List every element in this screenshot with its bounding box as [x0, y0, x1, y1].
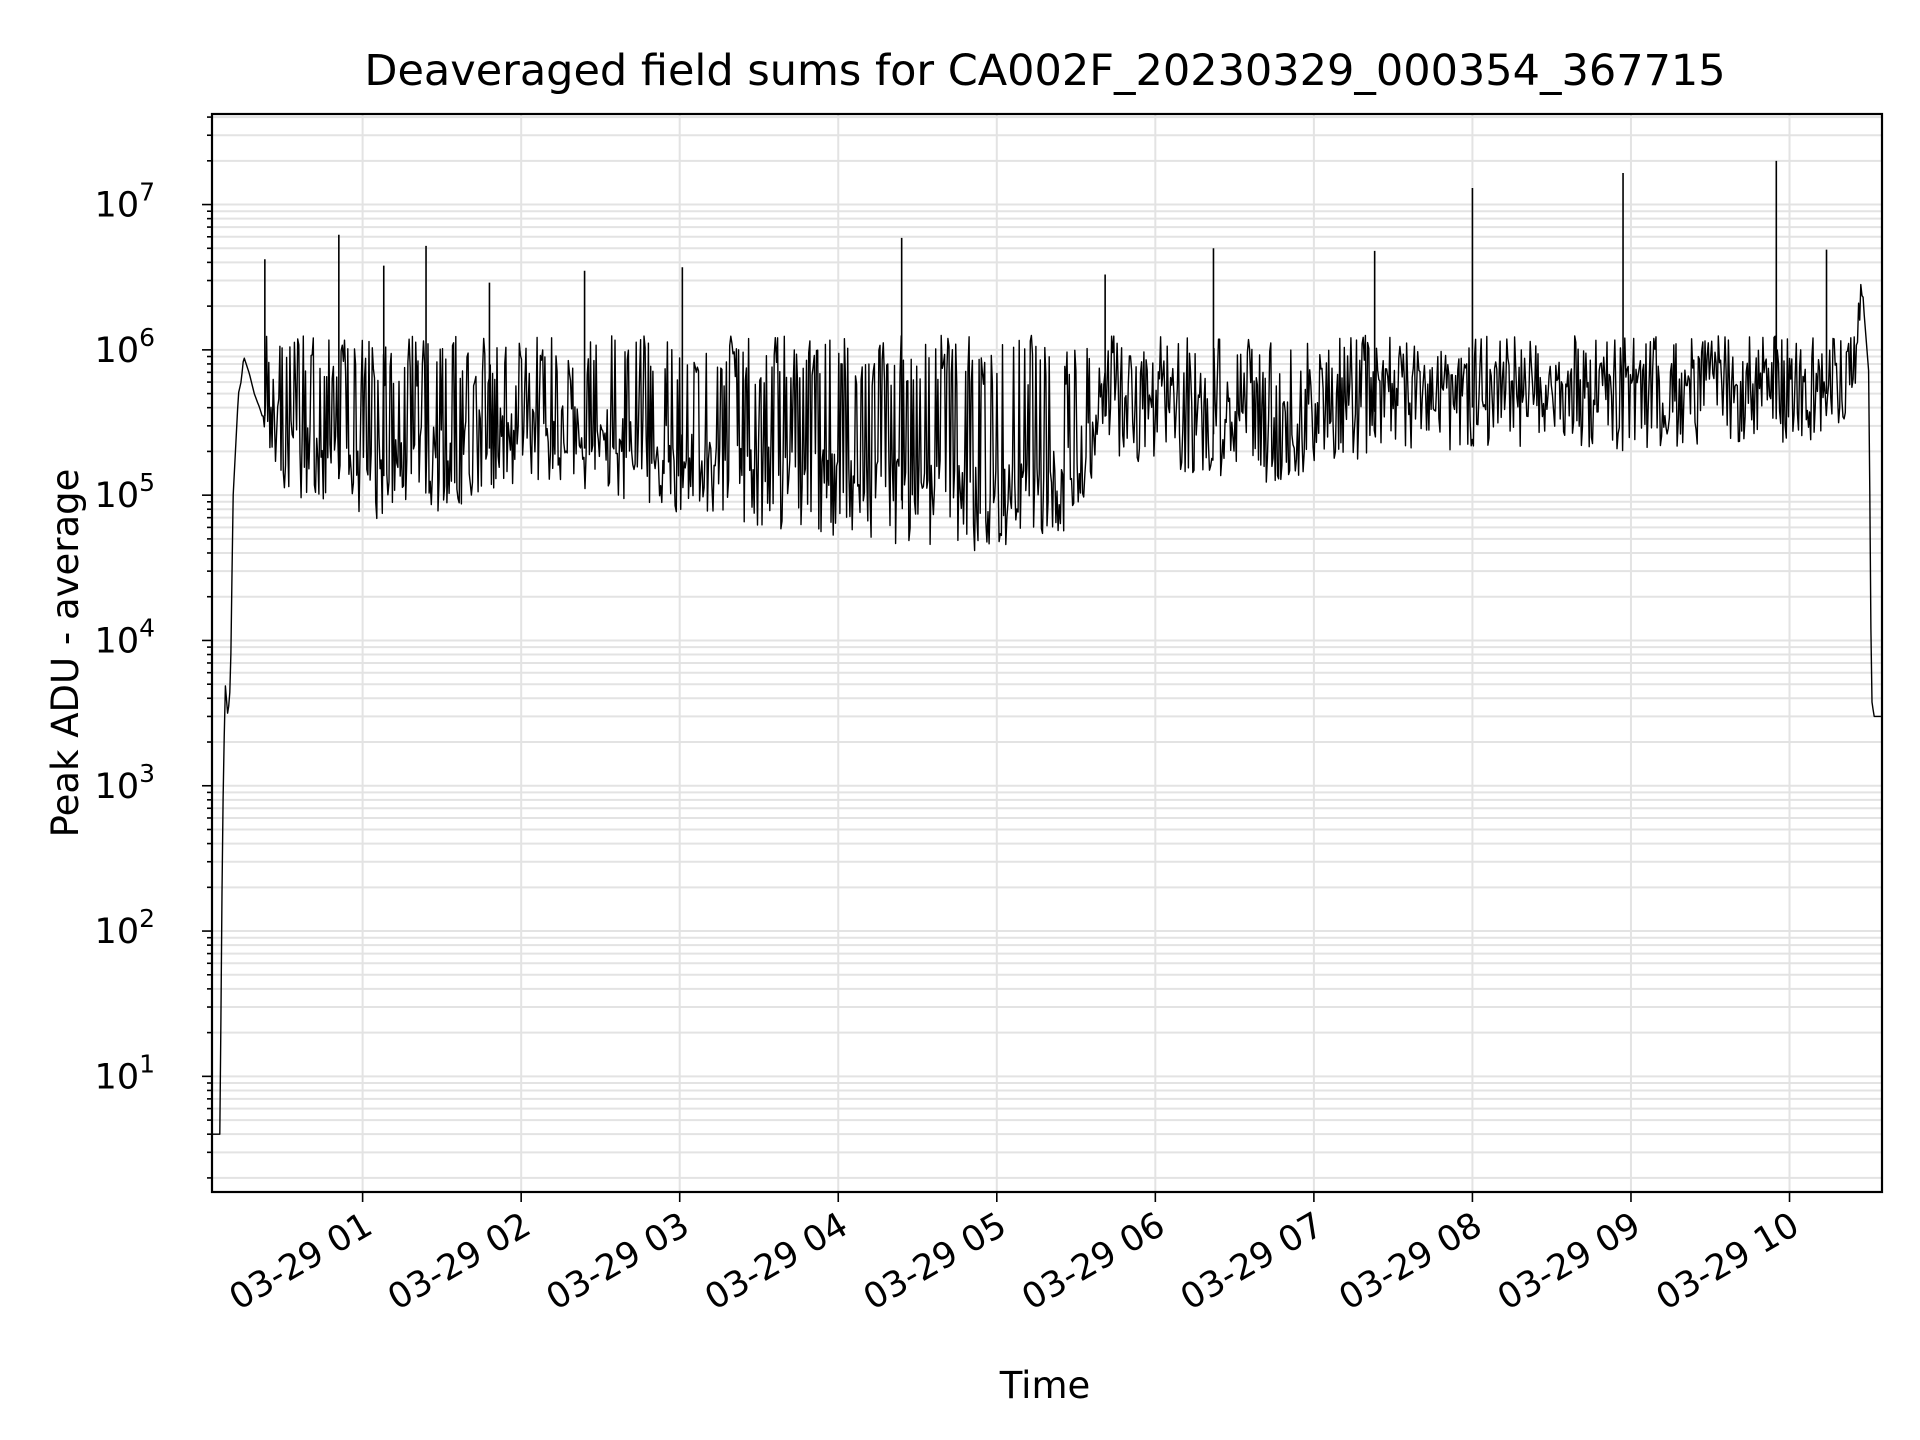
chart-title: Deaveraged field sums for CA002F_2023032… — [364, 46, 1725, 96]
y-axis-label: Peak ADU - average — [44, 469, 87, 838]
plot-frame — [210, 112, 1884, 1194]
y-tick-label: 104 — [95, 613, 155, 661]
y-tick-label: 107 — [95, 178, 155, 226]
y-tick-label: 103 — [95, 759, 155, 807]
y-tick-label: 101 — [95, 1049, 155, 1097]
y-tick-label: 106 — [95, 323, 155, 371]
grid — [212, 114, 1882, 1192]
y-tick-label: 102 — [95, 904, 155, 952]
x-axis-label: Time — [999, 1364, 1091, 1407]
y-tick-label: 105 — [95, 468, 155, 516]
data-layer — [212, 160, 1881, 1135]
y-axis: 101 102 103 104 105 106 107 — [95, 116, 212, 1179]
